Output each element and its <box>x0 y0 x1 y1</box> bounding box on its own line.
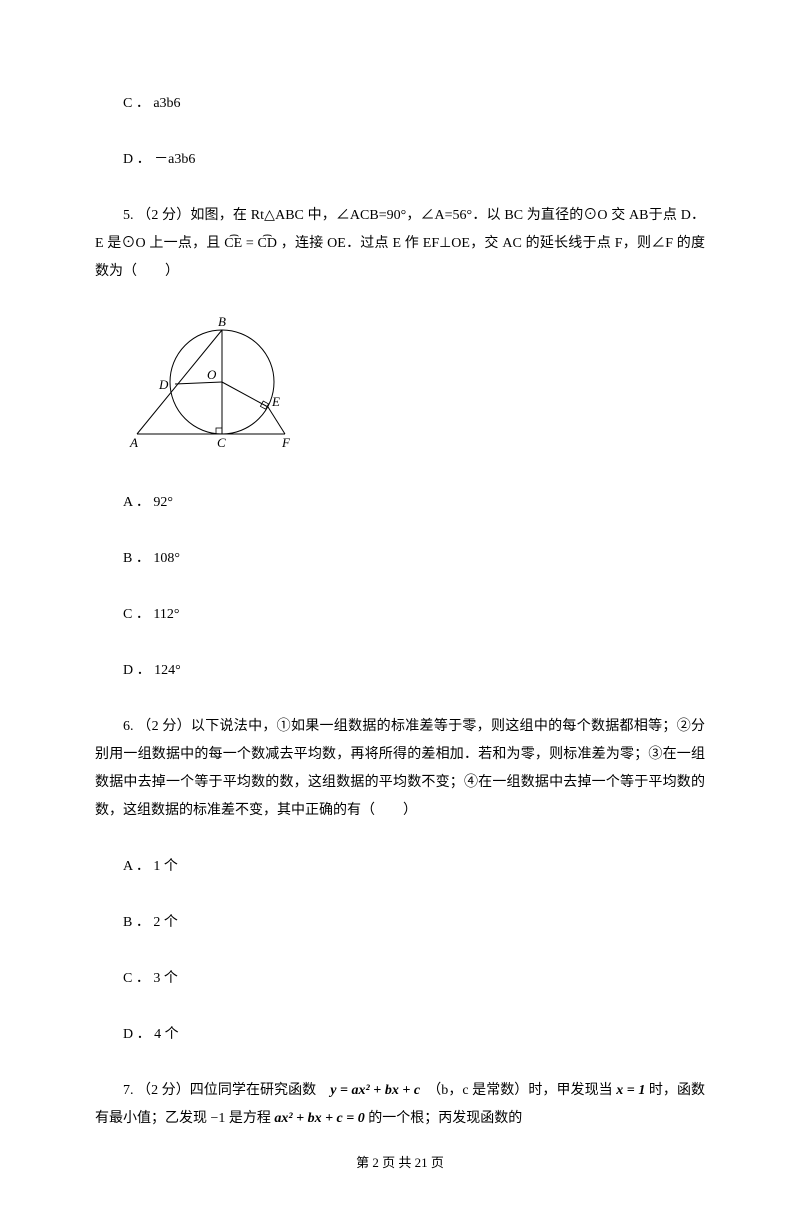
line-do <box>175 382 222 384</box>
q7-stem-4: 的一个根；丙发现函数的 <box>365 1111 523 1126</box>
option-text: 4 个 <box>154 1027 179 1042</box>
option-text: a3b6 <box>153 96 180 111</box>
line-oe <box>222 382 268 407</box>
option-text: 2 个 <box>153 915 178 930</box>
q7-stem: 7. （2 分）四位同学在研究函数 y = ax² + bx + c （b，c … <box>95 1077 705 1133</box>
option-label: D ． <box>123 663 151 678</box>
label-a: A <box>129 435 138 450</box>
q5-option-a: A ． 92° <box>95 489 705 517</box>
option-text: －a3b6 <box>154 152 195 167</box>
option-text: 3 个 <box>153 971 178 986</box>
geometry-figure: B O D E A C F <box>125 314 300 454</box>
label-d: D <box>158 377 169 392</box>
label-e: E <box>271 394 280 409</box>
option-label: C ． <box>123 971 150 986</box>
prev-option-d: D ． －a3b6 <box>95 146 705 174</box>
label-f: F <box>281 435 291 450</box>
option-text: 92° <box>153 495 173 510</box>
option-text: 112° <box>153 607 179 622</box>
q6-stem-text: 6. （2 分）以下说法中，①如果一组数据的标准差等于零，则这组中的每个数据都相… <box>95 719 705 818</box>
label-o: O <box>207 367 217 382</box>
page-number: 第 2 页 共 21 页 <box>356 1155 444 1170</box>
q5-stem: 5. （2 分）如图，在 Rt△ABC 中，∠ACB=90°，∠A=56°．以 … <box>95 202 705 286</box>
eq-sign: = <box>242 236 257 251</box>
line-ab <box>137 330 222 434</box>
q5-option-d: D ． 124° <box>95 657 705 685</box>
q7-formula-1: y = ax² + bx + c <box>330 1083 420 1098</box>
page-footer: 第 2 页 共 21 页 <box>95 1153 705 1173</box>
q6-option-d: D ． 4 个 <box>95 1021 705 1049</box>
option-label: D ． <box>123 1027 151 1042</box>
q7-formula-2: ax² + bx + c = 0 <box>274 1111 364 1126</box>
right-angle-c <box>216 428 222 434</box>
line-ef <box>268 407 285 434</box>
arc-ce: C͡E <box>224 236 242 251</box>
q6-option-b: B ． 2 个 <box>95 909 705 937</box>
option-text: 108° <box>153 551 180 566</box>
q7-stem-2: （b，c 是常数）时，甲发现当 <box>420 1083 613 1098</box>
option-label: B ． <box>123 551 150 566</box>
option-label: C ． <box>123 96 150 111</box>
q5-option-c: C ． 112° <box>95 601 705 629</box>
q5-diagram: B O D E A C F <box>125 314 705 461</box>
q6-option-c: C ． 3 个 <box>95 965 705 993</box>
q6-option-a: A ． 1 个 <box>95 853 705 881</box>
prev-option-c: C ． a3b6 <box>95 90 705 118</box>
option-text: 124° <box>154 663 181 678</box>
option-text: 1 个 <box>153 859 178 874</box>
label-b: B <box>218 314 226 329</box>
arc-cd: C͡D <box>258 236 277 251</box>
option-label: D ． <box>123 152 151 167</box>
q7-xeq: x = 1 <box>616 1083 645 1098</box>
option-label: C ． <box>123 607 150 622</box>
option-label: B ． <box>123 915 150 930</box>
option-label: A ． <box>123 495 150 510</box>
option-label: A ． <box>123 859 150 874</box>
q5-option-b: B ． 108° <box>95 545 705 573</box>
label-c: C <box>217 435 226 450</box>
q6-stem: 6. （2 分）以下说法中，①如果一组数据的标准差等于零，则这组中的每个数据都相… <box>95 713 705 825</box>
q7-stem-1: 7. （2 分）四位同学在研究函数 <box>123 1083 330 1098</box>
